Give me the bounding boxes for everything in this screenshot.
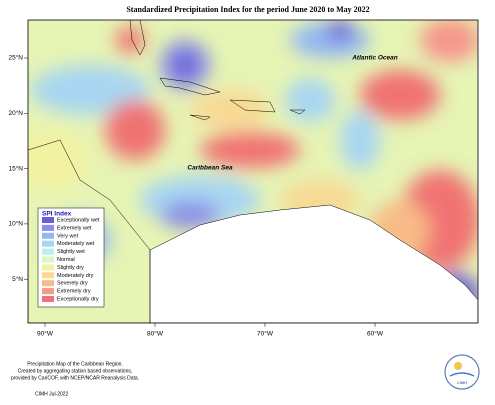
legend-swatch (42, 288, 54, 295)
legend-label: Exceptionally wet (57, 217, 100, 223)
legend-label: Slightly wet (57, 249, 85, 255)
legend-label: Moderately wet (57, 241, 95, 247)
footer-line: provided by CariCOF, with NCEP/NCAR Rean… (11, 375, 139, 381)
lon-label: 70°W (257, 330, 274, 338)
lat-label: 25°N (8, 54, 23, 62)
legend-title: SPI Index (42, 211, 72, 218)
credit: CIMH Jul-2022 (35, 391, 69, 397)
legend-label: Extremely wet (57, 225, 92, 231)
place-label: Caribbean Sea (187, 165, 233, 172)
legend-swatch (42, 248, 54, 255)
legend-label: Slightly dry (57, 265, 84, 271)
legend-swatch (42, 256, 54, 263)
legend-swatch (42, 240, 54, 247)
lat-label: 10°N (8, 220, 23, 228)
map-title: Standardized Precipitation Index for the… (126, 5, 369, 14)
lat-ticks: 25°N 20°N 15°N 10°N 5°N (8, 54, 28, 283)
legend-swatch (42, 217, 54, 223)
lon-label: 60°W (367, 330, 384, 338)
legend-label: Normal (57, 257, 75, 263)
footer: Precipitation Map of the Caribbean Regio… (11, 361, 139, 397)
legend-label: Severely dry (57, 281, 88, 287)
lon-ticks: 90°W 80°W 70°W 60°W (37, 323, 384, 338)
legend-label: Moderately dry (57, 273, 94, 279)
footer-line: Precipitation Map of the Caribbean Regio… (27, 361, 123, 367)
legend-swatch (42, 296, 54, 302)
legend-swatch (42, 272, 54, 279)
legend-label: Very wet (57, 233, 79, 239)
logo-text: CIMH (457, 380, 467, 385)
legend-label: Extremely dry (57, 289, 91, 295)
lat-label: 5°N (12, 275, 23, 283)
lat-label: 20°N (8, 109, 23, 117)
lon-label: 90°W (37, 330, 54, 338)
legend-swatch (42, 264, 54, 271)
legend: SPI Index Exceptionally wet Extremely wet… (37, 207, 105, 308)
legend-swatch (42, 280, 54, 287)
place-label: Atlantic Ocean (351, 55, 398, 62)
legend-swatch (42, 232, 54, 239)
legend-swatch (42, 224, 54, 231)
legend-label: Exceptionally dry (57, 296, 99, 302)
logo: CIMH (444, 354, 480, 390)
lon-label: 80°W (147, 330, 164, 338)
lat-label: 15°N (8, 164, 23, 172)
map-frame (27, 19, 479, 324)
footer-line: Created by aggregating station based obs… (18, 368, 133, 374)
